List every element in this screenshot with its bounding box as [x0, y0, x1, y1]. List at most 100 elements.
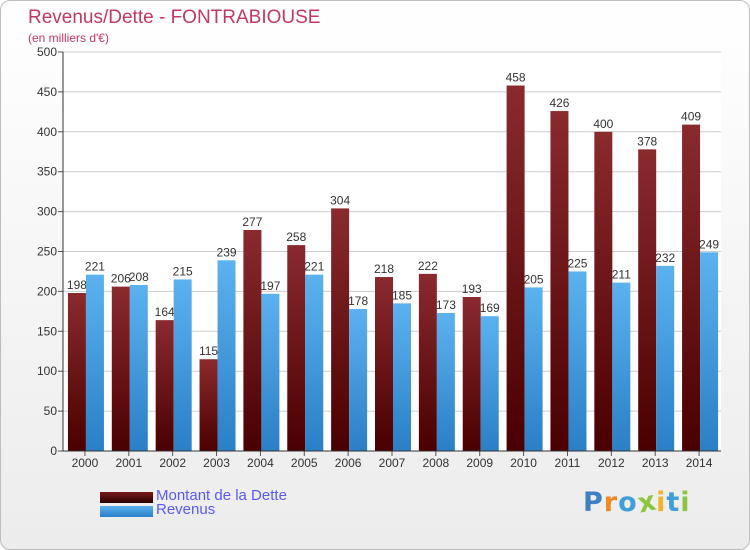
- data-label: 249: [699, 237, 719, 251]
- legend-label-dette: Montant de la Dette: [156, 487, 287, 504]
- bar-revenus: [173, 279, 192, 451]
- data-label: 458: [506, 71, 526, 85]
- x-tick-label: 2005: [291, 456, 318, 470]
- x-tick-label: 2004: [247, 456, 274, 470]
- data-label: 221: [85, 260, 105, 274]
- logo-letter: o: [618, 487, 638, 518]
- x-tick-label: 2009: [466, 456, 493, 470]
- y-tick-label: 150: [37, 324, 57, 338]
- data-label: 215: [173, 264, 193, 278]
- bar-revenus: [656, 265, 675, 451]
- data-label: 211: [612, 268, 631, 282]
- bar-dette: [111, 286, 130, 451]
- bar-revenus: [85, 274, 104, 451]
- data-label: 426: [549, 96, 569, 110]
- bar-revenus: [217, 260, 236, 451]
- bar-revenus: [305, 274, 324, 451]
- data-label: 197: [260, 279, 280, 293]
- logo-letter: t: [666, 487, 681, 518]
- y-tick-label: 100: [37, 364, 57, 378]
- data-label: 258: [286, 230, 306, 244]
- x-tick-label: 2014: [686, 456, 713, 470]
- data-label: 232: [655, 251, 675, 265]
- data-label: 221: [304, 260, 324, 274]
- y-tick-label: 0: [50, 444, 57, 458]
- data-label: 115: [199, 344, 218, 358]
- data-label: 239: [217, 245, 237, 259]
- y-tick-label: 400: [37, 125, 57, 139]
- data-label: 169: [480, 301, 500, 315]
- data-label: 164: [155, 305, 175, 319]
- y-tick-label: 500: [37, 45, 57, 59]
- legend-swatch-dette: [100, 492, 153, 503]
- x-tick-label: 2002: [159, 456, 186, 470]
- data-label: 173: [436, 298, 456, 312]
- bar-dette: [506, 85, 525, 452]
- bar-dette: [594, 131, 613, 452]
- x-tick-label: 2012: [598, 456, 625, 470]
- data-label: 185: [392, 288, 412, 302]
- x-tick-label: 2003: [203, 456, 230, 470]
- data-label: 400: [593, 117, 613, 131]
- x-tick-label: 2000: [72, 456, 99, 470]
- data-label: 206: [111, 272, 131, 286]
- bar-revenus: [349, 308, 368, 451]
- legend-swatch-revenus: [100, 506, 153, 517]
- data-label: 198: [67, 278, 87, 292]
- data-label: 208: [129, 270, 149, 284]
- bar-dette: [682, 124, 701, 452]
- data-label: 222: [418, 259, 438, 273]
- data-label: 225: [567, 256, 587, 270]
- data-label: 378: [637, 134, 657, 148]
- logo-letter: r: [603, 487, 619, 518]
- y-tick-label: 50: [44, 404, 58, 418]
- bar-revenus: [480, 316, 499, 451]
- bar-dette: [462, 296, 481, 451]
- bar-revenus: [261, 293, 280, 451]
- chart-title: Revenus/Dette - FONTRABIOUSE: [28, 7, 321, 28]
- proxiti-logo: Proxiti: [583, 485, 691, 519]
- logo-letter: P: [583, 487, 604, 518]
- data-label: 193: [462, 282, 482, 296]
- bar-dette: [550, 111, 569, 451]
- y-tick-label: 450: [37, 85, 57, 99]
- x-tick-label: 2008: [423, 456, 450, 470]
- y-tick-label: 300: [37, 205, 57, 219]
- bar-revenus: [436, 312, 455, 451]
- x-tick-label: 2007: [379, 456, 406, 470]
- x-tick-label: 2006: [335, 456, 362, 470]
- bar-revenus: [524, 287, 543, 451]
- bar-dette: [331, 208, 350, 451]
- data-label: 178: [348, 294, 368, 308]
- bar-revenus: [700, 252, 719, 451]
- bar-revenus: [129, 285, 148, 451]
- bar-dette: [375, 277, 393, 451]
- legend-label-revenus: Revenus: [156, 501, 216, 518]
- bar-dette: [638, 149, 657, 451]
- y-tick-label: 250: [37, 245, 57, 259]
- bar-dette: [155, 320, 174, 451]
- bar-revenus: [568, 271, 587, 451]
- x-tick-label: 2011: [555, 456, 581, 470]
- bar-dette: [243, 229, 262, 451]
- logo-letter: i: [656, 487, 667, 518]
- bar-dette: [287, 245, 306, 451]
- data-label: 205: [524, 272, 544, 286]
- data-label: 277: [242, 215, 262, 229]
- x-tick-label: 2010: [510, 456, 537, 470]
- logo-letter: i: [680, 487, 691, 518]
- data-label: 218: [374, 262, 394, 276]
- x-tick-label: 2013: [642, 456, 669, 470]
- bar-revenus: [393, 303, 411, 451]
- bar-dette: [67, 292, 86, 451]
- x-tick-label: 2001: [115, 456, 142, 470]
- data-label: 304: [330, 193, 350, 207]
- bar-revenus: [612, 282, 631, 451]
- bar-dette: [418, 273, 437, 451]
- bar-dette: [199, 359, 218, 451]
- y-tick-label: 350: [37, 165, 57, 179]
- y-tick-label: 200: [37, 284, 57, 298]
- data-label: 409: [681, 110, 701, 124]
